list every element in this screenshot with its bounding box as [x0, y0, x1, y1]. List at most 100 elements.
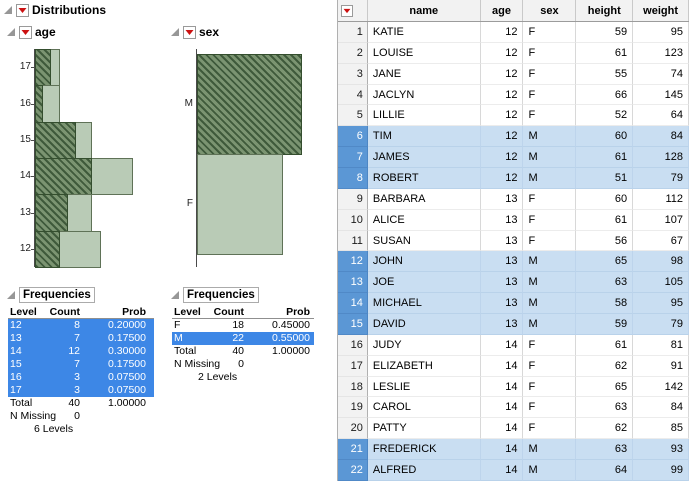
- cell-name[interactable]: ALICE: [367, 209, 481, 231]
- sex-red-triangle-menu-button[interactable]: [183, 25, 196, 39]
- age-histogram-bar-15-selected-portion[interactable]: [35, 121, 76, 159]
- cell-height[interactable]: 61: [576, 209, 634, 231]
- cell-age[interactable]: 13: [480, 209, 524, 231]
- cell-name[interactable]: SUSAN: [367, 230, 481, 252]
- cell-height[interactable]: 55: [576, 63, 634, 85]
- row-number-cell[interactable]: 14: [338, 293, 368, 315]
- row-number-cell[interactable]: 13: [338, 272, 368, 294]
- cell-name[interactable]: JANE: [367, 63, 481, 85]
- age-red-triangle-menu-button[interactable]: [19, 25, 32, 39]
- cell-height[interactable]: 64: [576, 460, 634, 481]
- age-frequency-row-16[interactable]: 16 3 0.07500: [8, 371, 154, 384]
- row-number-cell[interactable]: 9: [338, 188, 368, 210]
- cell-weight[interactable]: 79: [633, 168, 689, 189]
- cell-name[interactable]: JOE: [367, 272, 481, 294]
- cell-height[interactable]: 62: [576, 355, 634, 377]
- disclosure-triangle-icon[interactable]: [6, 27, 16, 37]
- cell-weight[interactable]: 95: [633, 293, 689, 315]
- cell-height[interactable]: 60: [576, 126, 634, 148]
- cell-height[interactable]: 59: [576, 22, 634, 43]
- cell-name[interactable]: KATIE: [367, 22, 481, 43]
- row-number-cell[interactable]: 2: [338, 42, 368, 64]
- cell-age[interactable]: 14: [480, 334, 524, 356]
- cell-weight[interactable]: 107: [633, 209, 689, 231]
- cell-weight[interactable]: 84: [633, 126, 689, 148]
- age-histogram-bar-17-selected-portion[interactable]: [35, 49, 52, 87]
- cell-name[interactable]: JUDY: [367, 334, 481, 356]
- cell-sex[interactable]: F: [523, 334, 577, 356]
- cell-name[interactable]: ELIZABETH: [367, 355, 481, 377]
- cell-name[interactable]: TIM: [367, 126, 481, 148]
- row-number-cell[interactable]: 19: [338, 397, 368, 419]
- cell-weight[interactable]: 112: [633, 188, 689, 210]
- cell-height[interactable]: 61: [576, 42, 634, 64]
- disclosure-triangle-icon[interactable]: [170, 27, 180, 37]
- cell-name[interactable]: JACLYN: [367, 84, 481, 106]
- cell-sex[interactable]: M: [523, 168, 577, 189]
- cell-height[interactable]: 52: [576, 105, 634, 127]
- cell-sex[interactable]: M: [523, 460, 577, 481]
- row-number-cell[interactable]: 4: [338, 84, 368, 106]
- cell-weight[interactable]: 99: [633, 460, 689, 481]
- row-number-cell[interactable]: 3: [338, 63, 368, 85]
- cell-sex[interactable]: F: [523, 230, 577, 252]
- cell-age[interactable]: 13: [480, 314, 524, 335]
- cell-age[interactable]: 12: [480, 42, 524, 64]
- cell-name[interactable]: LESLIE: [367, 376, 481, 398]
- cell-age[interactable]: 12: [480, 63, 524, 85]
- cell-age[interactable]: 14: [480, 397, 524, 419]
- column-header-weight[interactable]: weight: [633, 0, 689, 21]
- disclosure-triangle-icon[interactable]: [3, 5, 13, 15]
- cell-name[interactable]: PATTY: [367, 418, 481, 440]
- cell-age[interactable]: 13: [480, 230, 524, 252]
- cell-weight[interactable]: 128: [633, 147, 689, 169]
- column-header-height[interactable]: height: [576, 0, 634, 21]
- cell-age[interactable]: 12: [480, 22, 524, 43]
- cell-sex[interactable]: M: [523, 147, 577, 169]
- cell-sex[interactable]: F: [523, 209, 577, 231]
- age-frequency-row-13[interactable]: 13 7 0.17500: [8, 332, 154, 345]
- cell-sex[interactable]: F: [523, 22, 577, 43]
- cell-name[interactable]: BARBARA: [367, 188, 481, 210]
- sex-histogram-bar-M[interactable]: [197, 54, 302, 155]
- cell-weight[interactable]: 84: [633, 397, 689, 419]
- cell-height[interactable]: 63: [576, 439, 634, 461]
- cell-sex[interactable]: F: [523, 355, 577, 377]
- row-number-cell[interactable]: 8: [338, 168, 368, 189]
- cell-age[interactable]: 14: [480, 376, 524, 398]
- cell-name[interactable]: CAROL: [367, 397, 481, 419]
- cell-name[interactable]: MICHAEL: [367, 293, 481, 315]
- row-number-cell[interactable]: 5: [338, 105, 368, 127]
- cell-height[interactable]: 61: [576, 147, 634, 169]
- cell-height[interactable]: 61: [576, 334, 634, 356]
- cell-weight[interactable]: 64: [633, 105, 689, 127]
- cell-sex[interactable]: M: [523, 293, 577, 315]
- cell-name[interactable]: DAVID: [367, 314, 481, 335]
- cell-name[interactable]: FREDERICK: [367, 439, 481, 461]
- row-number-cell[interactable]: 21: [338, 439, 368, 461]
- cell-name[interactable]: LOUISE: [367, 42, 481, 64]
- cell-sex[interactable]: F: [523, 188, 577, 210]
- cell-weight[interactable]: 145: [633, 84, 689, 106]
- cell-age[interactable]: 12: [480, 84, 524, 106]
- row-number-cell[interactable]: 16: [338, 334, 368, 356]
- cell-weight[interactable]: 79: [633, 314, 689, 335]
- cell-weight[interactable]: 98: [633, 251, 689, 273]
- cell-age[interactable]: 12: [480, 126, 524, 148]
- row-number-cell[interactable]: 22: [338, 460, 368, 481]
- cell-sex[interactable]: F: [523, 397, 577, 419]
- sex-frequency-row-M[interactable]: M 22 0.55000: [172, 332, 314, 345]
- cell-sex[interactable]: F: [523, 418, 577, 440]
- cell-sex[interactable]: M: [523, 314, 577, 335]
- age-histogram-bar-12-selected-portion[interactable]: [35, 230, 60, 268]
- age-histogram-bar-13-selected-portion[interactable]: [35, 194, 68, 232]
- cell-sex[interactable]: F: [523, 84, 577, 106]
- cell-sex[interactable]: F: [523, 42, 577, 64]
- cell-name[interactable]: ALFRED: [367, 460, 481, 481]
- cell-sex[interactable]: M: [523, 251, 577, 273]
- sex-frequency-row-F[interactable]: F 18 0.45000: [172, 319, 314, 332]
- table-red-triangle-menu-button[interactable]: [341, 4, 353, 17]
- row-number-cell[interactable]: 11: [338, 230, 368, 252]
- cell-sex[interactable]: F: [523, 63, 577, 85]
